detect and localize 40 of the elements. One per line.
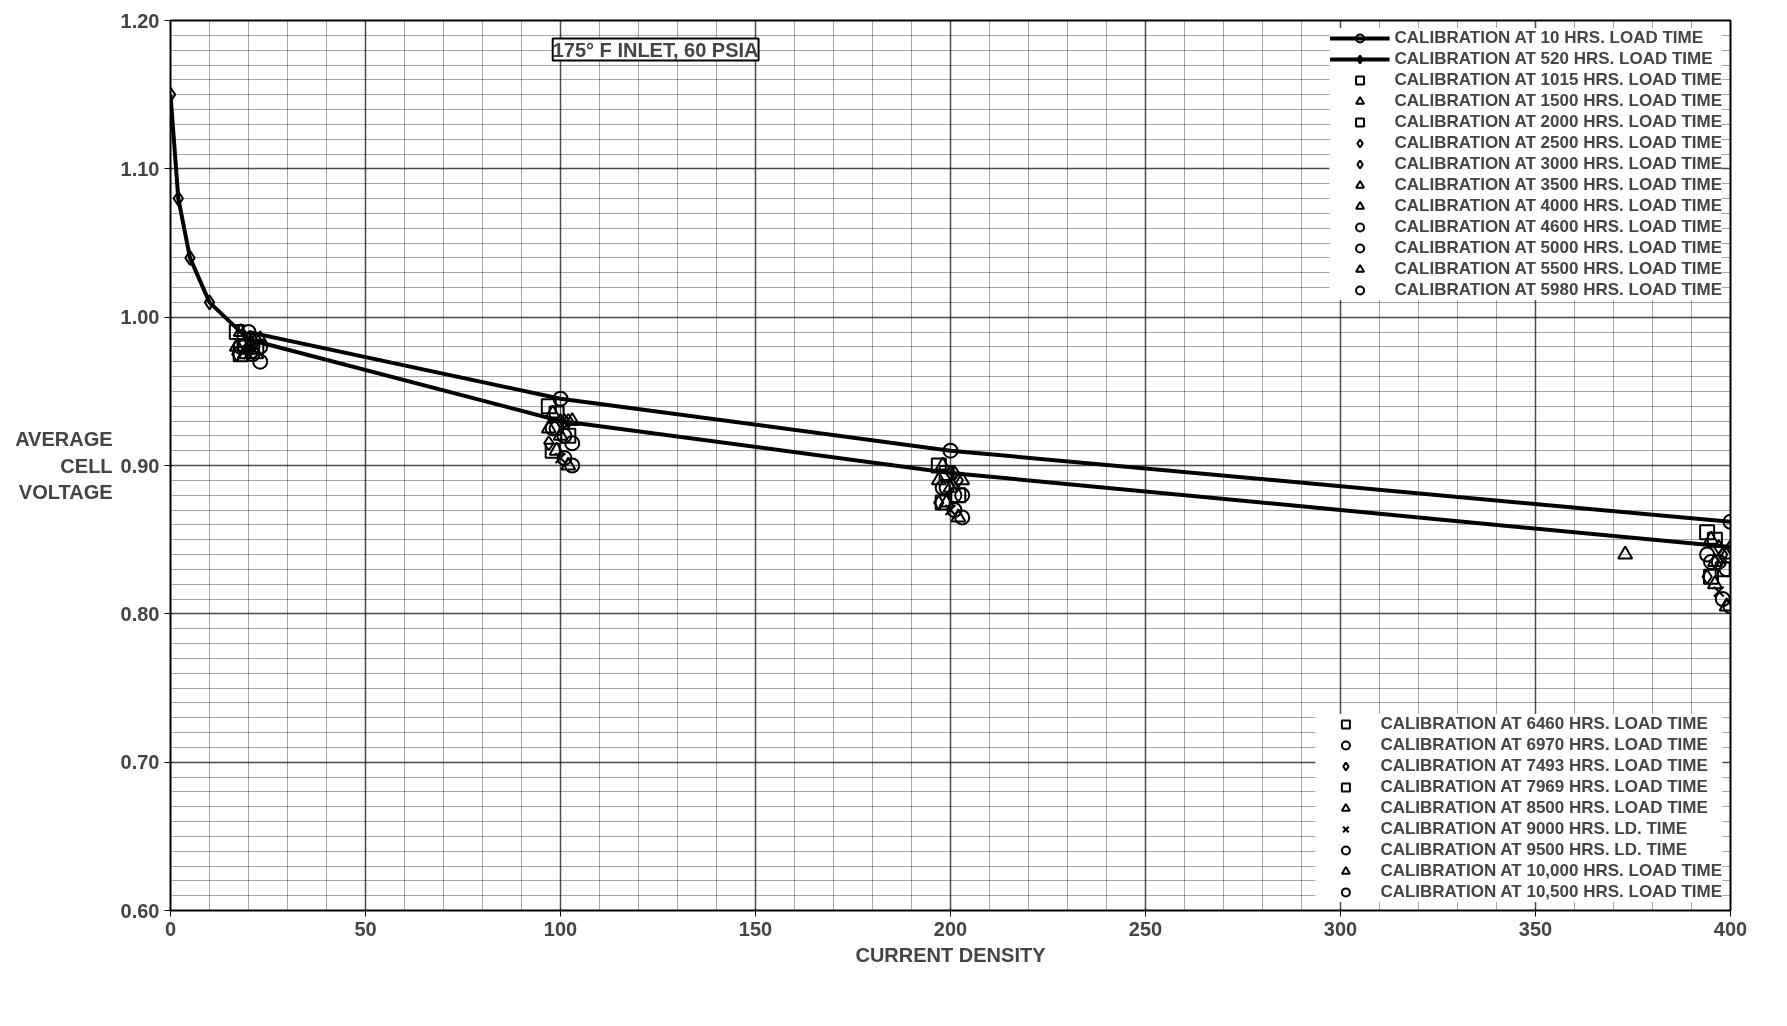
legend-label: CALIBRATION AT 4000 HRS. LOAD TIME xyxy=(1394,196,1722,216)
legend-label: CALIBRATION AT 7969 HRS. LOAD TIME xyxy=(1380,777,1708,797)
x-tick-label: 250 xyxy=(1128,917,1163,940)
x-tick-label: 50 xyxy=(354,917,377,940)
legend-label: CALIBRATION AT 6970 HRS. LOAD TIME xyxy=(1380,735,1708,755)
y-tick-label: 0.60 xyxy=(120,899,160,922)
y-tick-label: 1.10 xyxy=(120,157,160,180)
legend-label: CALIBRATION AT 10,000 HRS. LOAD TIME xyxy=(1380,861,1722,881)
x-tick-label: 200 xyxy=(933,917,968,940)
legend-label: CALIBRATION AT 6460 HRS. LOAD TIME xyxy=(1380,714,1708,734)
legend-label: CALIBRATION AT 5980 HRS. LOAD TIME xyxy=(1394,280,1722,300)
legend-label: CALIBRATION AT 1015 HRS. LOAD TIME xyxy=(1394,70,1722,90)
x-tick-label: 400 xyxy=(1713,917,1748,940)
legend-label: CALIBRATION AT 10 HRS. LOAD TIME xyxy=(1394,28,1704,48)
x-tick-label: 150 xyxy=(738,917,773,940)
y-tick-label: 1.00 xyxy=(120,306,160,329)
x-axis-title: CURRENT DENSITY xyxy=(855,943,1047,966)
legend-label: CALIBRATION AT 2500 HRS. LOAD TIME xyxy=(1394,133,1722,153)
x-tick-label: 100 xyxy=(543,917,578,940)
legend-label: CALIBRATION AT 8500 HRS. LOAD TIME xyxy=(1380,798,1708,818)
legend-label: CALIBRATION AT 2000 HRS. LOAD TIME xyxy=(1394,112,1722,132)
y-tick-label: 1.20 xyxy=(120,9,160,32)
x-tick-label: 350 xyxy=(1518,917,1553,940)
legend-label: CALIBRATION AT 3500 HRS. LOAD TIME xyxy=(1394,175,1722,195)
legend-label: CALIBRATION AT 9500 HRS. LD. TIME xyxy=(1380,840,1688,860)
legend-label: CALIBRATION AT 5000 HRS. LOAD TIME xyxy=(1394,238,1722,258)
legend-label: CALIBRATION AT 520 HRS. LOAD TIME xyxy=(1394,49,1713,69)
legend-label: CALIBRATION AT 9000 HRS. LD. TIME xyxy=(1380,819,1688,839)
legend-label: CALIBRATION AT 3000 HRS. LOAD TIME xyxy=(1394,154,1722,174)
y-tick-label: 0.90 xyxy=(120,454,160,477)
legend-label: CALIBRATION AT 1500 HRS. LOAD TIME xyxy=(1394,91,1722,111)
y-tick-label: 0.80 xyxy=(120,602,160,625)
legend-label: CALIBRATION AT 7493 HRS. LOAD TIME xyxy=(1380,756,1708,776)
legend-label: CALIBRATION AT 5500 HRS. LOAD TIME xyxy=(1394,259,1722,279)
y-axis-title: AVERAGE CELL VOLTAGE xyxy=(15,428,113,503)
y-tick-label: 0.70 xyxy=(120,751,160,774)
legend-label: CALIBRATION AT 4600 HRS. LOAD TIME xyxy=(1394,217,1722,237)
x-tick-label: 0 xyxy=(164,917,177,940)
x-tick-label: 300 xyxy=(1323,917,1358,940)
legend-label: CALIBRATION AT 10,500 HRS. LOAD TIME xyxy=(1380,882,1722,902)
